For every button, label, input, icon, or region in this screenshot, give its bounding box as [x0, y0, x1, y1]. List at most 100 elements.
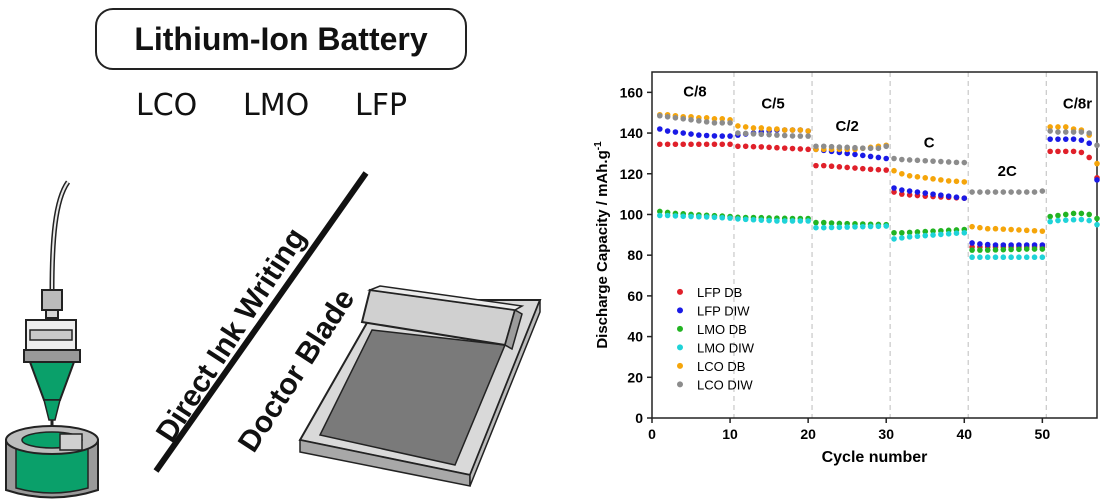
data-point: [1086, 130, 1092, 136]
data-point: [664, 212, 671, 219]
data-point: [781, 145, 788, 151]
data-point: [703, 132, 710, 139]
data-point: [719, 116, 726, 122]
y-tick-label: 40: [627, 329, 643, 345]
data-point: [664, 113, 671, 120]
data-point: [867, 145, 874, 152]
data-point: [1086, 211, 1092, 218]
data-point: [1023, 242, 1030, 248]
data-point: [781, 218, 788, 224]
data-point: [945, 178, 952, 184]
data-point: [703, 214, 710, 220]
data-point: [891, 167, 897, 174]
data-point: [1094, 215, 1100, 222]
data-point: [1000, 242, 1007, 248]
data-point: [789, 218, 796, 224]
data-point: [727, 133, 733, 139]
data-point: [945, 193, 952, 199]
data-point: [1008, 254, 1014, 261]
data-point: [1078, 210, 1085, 217]
data-point: [1086, 154, 1092, 161]
data-point: [1078, 129, 1085, 135]
y-tick-label: 80: [627, 247, 643, 263]
data-point: [1062, 148, 1069, 155]
data-point: [1094, 221, 1100, 228]
data-point: [844, 150, 850, 157]
data-point: [1062, 124, 1069, 130]
data-point: [836, 144, 843, 150]
data-point: [938, 231, 944, 238]
data-point: [711, 214, 718, 221]
data-point: [789, 127, 796, 133]
data-point: [899, 191, 905, 197]
data-point: [930, 228, 936, 234]
data-point: [953, 194, 960, 200]
data-point: [1047, 136, 1053, 142]
data-point: [1023, 189, 1030, 195]
data-point: [977, 241, 983, 247]
data-point: [1031, 227, 1038, 234]
data-point: [688, 213, 694, 220]
data-point: [742, 124, 749, 130]
data-point: [1047, 213, 1053, 220]
data-point: [852, 144, 858, 151]
data-point: [953, 178, 960, 185]
data-point: [883, 167, 890, 173]
data-point: [711, 120, 718, 126]
data-point: [938, 158, 944, 165]
data-point: [719, 214, 726, 221]
y-tick-label: 140: [620, 125, 644, 141]
data-point: [1023, 246, 1030, 252]
data-point: [1016, 189, 1022, 195]
data-point: [672, 213, 679, 219]
data-point: [836, 220, 843, 227]
data-point: [680, 213, 687, 220]
data-point: [867, 166, 874, 173]
data-point: [1047, 148, 1053, 155]
data-point: [922, 157, 929, 164]
data-point: [805, 133, 811, 139]
data-point: [883, 143, 890, 150]
chem-label-lmo: LMO: [243, 88, 310, 123]
x-tick-label: 30: [878, 426, 894, 442]
y-tick-label: 100: [620, 206, 644, 222]
x-tick-label: 10: [722, 426, 738, 442]
data-point: [1078, 149, 1085, 156]
data-point: [774, 126, 780, 132]
legend-marker: [677, 344, 683, 351]
data-point: [977, 224, 983, 231]
data-point: [984, 225, 991, 232]
y-axis-label: Discharge Capacity / mAh.g-1: [593, 141, 611, 349]
data-point: [844, 144, 850, 151]
data-point: [797, 127, 804, 133]
data-point: [664, 128, 671, 134]
data-point: [961, 229, 968, 236]
data-point: [657, 212, 663, 219]
data-point: [750, 143, 757, 150]
data-point: [914, 229, 921, 235]
data-point: [680, 116, 687, 122]
data-point: [1070, 136, 1077, 142]
data-point: [813, 162, 819, 169]
data-point: [750, 125, 757, 131]
data-point: [961, 159, 968, 166]
data-point: [657, 112, 663, 119]
data-point: [828, 163, 835, 170]
data-point: [735, 130, 741, 136]
legend-marker: [677, 362, 683, 369]
data-point: [664, 141, 671, 148]
data-point: [742, 216, 749, 223]
x-tick-label: 0: [648, 426, 656, 442]
legend-label: LFP DIW: [697, 303, 750, 318]
data-point: [899, 187, 905, 193]
data-point: [727, 215, 733, 221]
data-point: [891, 236, 897, 242]
data-point: [766, 126, 772, 132]
rate-label: C/5: [761, 96, 784, 113]
rate-label: C/8: [683, 83, 706, 100]
data-point: [1039, 242, 1046, 248]
data-point: [875, 145, 882, 152]
data-point: [1008, 189, 1014, 195]
data-point: [828, 220, 835, 226]
data-point: [820, 143, 827, 150]
